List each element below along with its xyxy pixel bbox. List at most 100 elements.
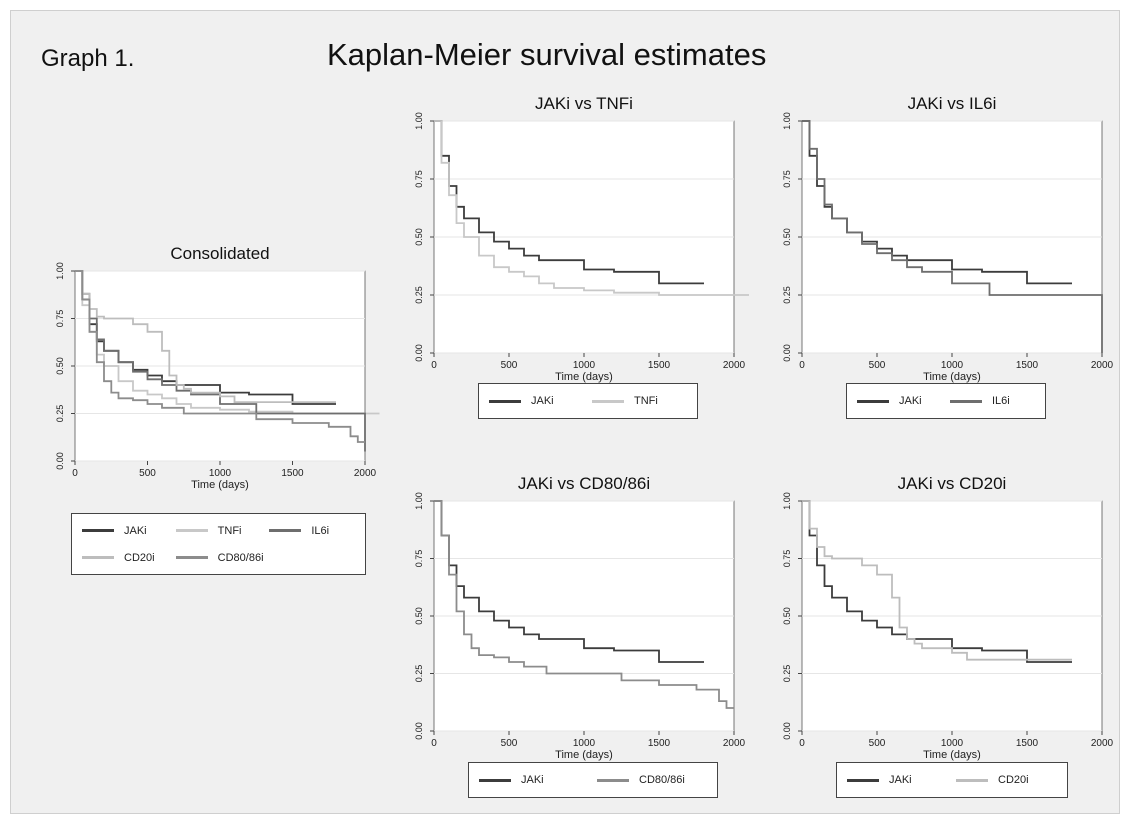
x-tick-label: 1000 (209, 468, 232, 479)
x-tick-label: 500 (501, 738, 518, 749)
series-line-jaki (75, 270, 336, 405)
legend-swatch (489, 399, 521, 403)
legend-label: CD80/86i (217, 551, 264, 564)
x-axis-label: Time (days) (923, 371, 981, 383)
y-tick-label: 0.25 (782, 286, 792, 304)
legend-swatch (956, 778, 988, 782)
chart-title: JAKi vs CD80/86i (518, 474, 650, 493)
legend: JAKi CD20i (836, 762, 1068, 798)
legend-label: JAKi (889, 774, 912, 786)
x-tick-label: 2000 (1091, 738, 1114, 749)
legend-swatch (479, 778, 511, 782)
series-line-il6i (75, 270, 366, 452)
x-tick-label: 1500 (648, 738, 671, 749)
y-tick-label: 0.00 (782, 722, 792, 740)
legend-label: CD20i (998, 774, 1029, 786)
x-tick-label: 500 (869, 738, 886, 749)
y-tick-label: 0.75 (782, 170, 792, 188)
series-line-cd20i (75, 270, 336, 403)
graph-label: Graph 1. (41, 45, 135, 72)
y-tick-label: 1.00 (414, 112, 424, 130)
series-line-il6i (802, 120, 1103, 353)
y-tick-label: 0.00 (414, 722, 424, 740)
series-line-cd20i (802, 500, 1072, 661)
chart-svg: JAKi vs IL6i 0.00 0.25 0.50 0.75 1.00 0 500 1000… (782, 94, 1114, 383)
legend-item-jaki: JAKi (82, 525, 147, 537)
legend-label: JAKi (531, 395, 554, 407)
y-tick-label: 0.00 (55, 452, 65, 470)
legend-swatch (175, 556, 208, 559)
chart-svg: JAKi vs CD20i 0.00 0.25 0.50 0.75 1.00 0 500 100… (782, 474, 1114, 761)
chart-jaki-vs-tnfi: JAKi vs TNFi 0.00 0.25 0.50 0.75 1.00 0 500 1000… (406, 86, 751, 426)
legend-swatch (597, 778, 629, 782)
legend-label: IL6i (992, 395, 1010, 407)
legend: JAKi TNFi IL6i CD20i CD80/86i (71, 513, 366, 575)
legend-swatch (847, 778, 879, 782)
legend-item-il6i: IL6i (269, 525, 329, 537)
chart-title: JAKi vs TNFi (535, 94, 633, 113)
y-tick-label: 0.00 (782, 344, 792, 362)
legend-label: CD20i (124, 551, 155, 564)
x-tick-label: 1500 (281, 468, 304, 479)
series-line-jaki (434, 500, 704, 663)
chart-svg: JAKi vs TNFi 0.00 0.25 0.50 0.75 1.00 0 500 1000… (414, 94, 749, 383)
chart-jaki-vs-cd80-86i: JAKi vs CD80/86i 0.00 0.25 0.50 0.75 1.00 0 500… (406, 464, 751, 809)
y-tick-label: 0.75 (782, 550, 792, 568)
legend: JAKi CD80/86i (468, 762, 718, 798)
x-axis-label: Time (days) (555, 749, 613, 761)
legend-label: TNFi (217, 524, 242, 537)
chart-jaki-vs-il6i: JAKi vs IL6i 0.00 0.25 0.50 0.75 1.00 0 500 1000… (774, 86, 1119, 426)
x-axis-label: Time (days) (923, 749, 981, 761)
chart-jaki-vs-cd20i: JAKi vs CD20i 0.00 0.25 0.50 0.75 1.00 0 500 100… (774, 464, 1119, 809)
x-tick-label: 0 (431, 360, 437, 371)
legend-item-jaki: JAKi (847, 774, 912, 786)
chart-consolidated: Consolidated 0.00 0.25 0.50 0.75 1.00 0 500 1000… (31, 243, 380, 575)
x-tick-label: 2000 (723, 738, 746, 749)
y-tick-label: 1.00 (782, 112, 792, 130)
x-tick-label: 2000 (1091, 360, 1114, 371)
x-axis-label: Time (days) (191, 479, 249, 491)
y-tick-label: 0.00 (414, 344, 424, 362)
figure-canvas: Graph 1. Kaplan-Meier survival estimates… (10, 10, 1120, 814)
x-axis-label: Time (days) (555, 371, 613, 383)
y-tick-label: 0.50 (782, 607, 792, 625)
y-tick-label: 1.00 (55, 262, 65, 280)
y-tick-label: 0.75 (414, 550, 424, 568)
legend: JAKi TNFi (478, 383, 698, 419)
y-tick-label: 0.25 (414, 665, 424, 683)
x-tick-label: 0 (799, 738, 805, 749)
legend-label: TNFi (634, 395, 658, 407)
legend-swatch (269, 529, 302, 532)
x-tick-label: 0 (72, 468, 78, 479)
series-line-jaki (802, 500, 1072, 663)
y-tick-label: 0.25 (55, 405, 65, 423)
legend-item-cd20i: CD20i (956, 774, 1029, 786)
x-tick-label: 1000 (941, 738, 964, 749)
legend-item-tnfi: TNFi (592, 395, 658, 407)
y-tick-label: 0.75 (414, 170, 424, 188)
x-tick-label: 2000 (723, 360, 746, 371)
chart-svg: JAKi vs CD80/86i 0.00 0.25 0.50 0.75 1.00 0 500… (414, 474, 746, 761)
chart-svg: Consolidated 0.00 0.25 0.50 0.75 1.00 0 500 1000… (55, 244, 380, 491)
legend-item-jaki: JAKi (479, 774, 544, 786)
y-tick-label: 0.50 (55, 357, 65, 375)
y-tick-label: 0.25 (414, 286, 424, 304)
legend-label: JAKi (124, 524, 147, 537)
x-tick-label: 1500 (1016, 738, 1039, 749)
legend-item-cd80-86i: CD80/86i (597, 774, 685, 786)
x-tick-label: 1500 (648, 360, 671, 371)
y-tick-label: 0.25 (782, 665, 792, 683)
chart-title: JAKi vs IL6i (908, 94, 997, 113)
legend-item-cd20i: CD20i (82, 552, 155, 564)
y-tick-label: 1.00 (414, 492, 424, 510)
x-tick-label: 500 (139, 468, 156, 479)
legend-swatch (592, 399, 624, 403)
legend-item-tnfi: TNFi (175, 524, 242, 537)
legend-label: JAKi (521, 774, 544, 786)
legend-label: JAKi (899, 395, 922, 407)
x-tick-label: 1500 (1016, 360, 1039, 371)
x-tick-label: 1000 (573, 360, 596, 371)
legend-swatch (857, 399, 889, 403)
legend-swatch (175, 529, 208, 532)
legend-swatch (950, 399, 982, 403)
